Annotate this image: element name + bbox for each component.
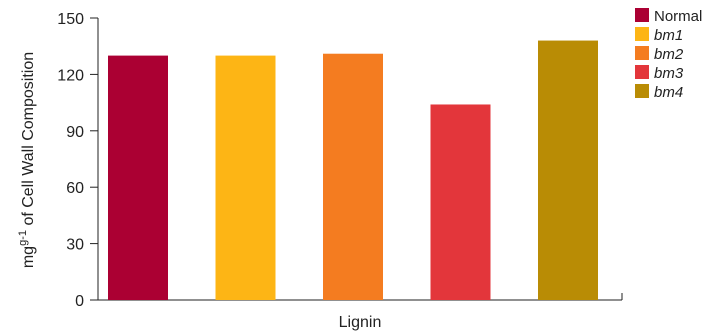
y-axis-label-main: mg (20, 246, 37, 268)
x-axis-label: Lignin (339, 314, 382, 331)
y-tick-label: 150 (57, 11, 84, 28)
legend-label-bm2: bm2 (654, 46, 684, 63)
y-tick-label: 90 (66, 124, 84, 141)
legend-swatch-bm1 (635, 27, 649, 41)
legend-swatch-bm2 (635, 46, 649, 60)
y-axis-label-rest: of Cell Wall Composition (20, 52, 37, 230)
legend-swatch-bm3 (635, 65, 649, 79)
y-ticks: 0 30 60 90 120 150 (57, 11, 98, 310)
legend-label-bm4: bm4 (654, 84, 683, 101)
bar-bm3 (430, 104, 491, 300)
legend-label-normal: Normal (654, 8, 702, 25)
legend-label-bm1: bm1 (654, 27, 683, 44)
bars (108, 40, 598, 301)
legend: Normal bm1 bm2 bm3 bm4 (635, 8, 702, 101)
bar-bm1 (215, 55, 276, 300)
y-tick-label: 120 (57, 67, 84, 84)
y-axis-label: mgg-1 of Cell Wall Composition (17, 52, 37, 268)
bar-normal (108, 55, 168, 300)
bar-bm2 (323, 53, 383, 300)
legend-swatch-bm4 (635, 84, 649, 98)
y-tick-label: 30 (66, 237, 84, 254)
y-axis-label-superscript: g-1 (17, 230, 29, 246)
bar-bm4 (538, 40, 598, 301)
y-tick-label: 60 (66, 180, 84, 197)
y-tick-label: 0 (75, 293, 84, 310)
legend-swatch-normal (635, 8, 649, 22)
legend-label-bm3: bm3 (654, 65, 684, 82)
